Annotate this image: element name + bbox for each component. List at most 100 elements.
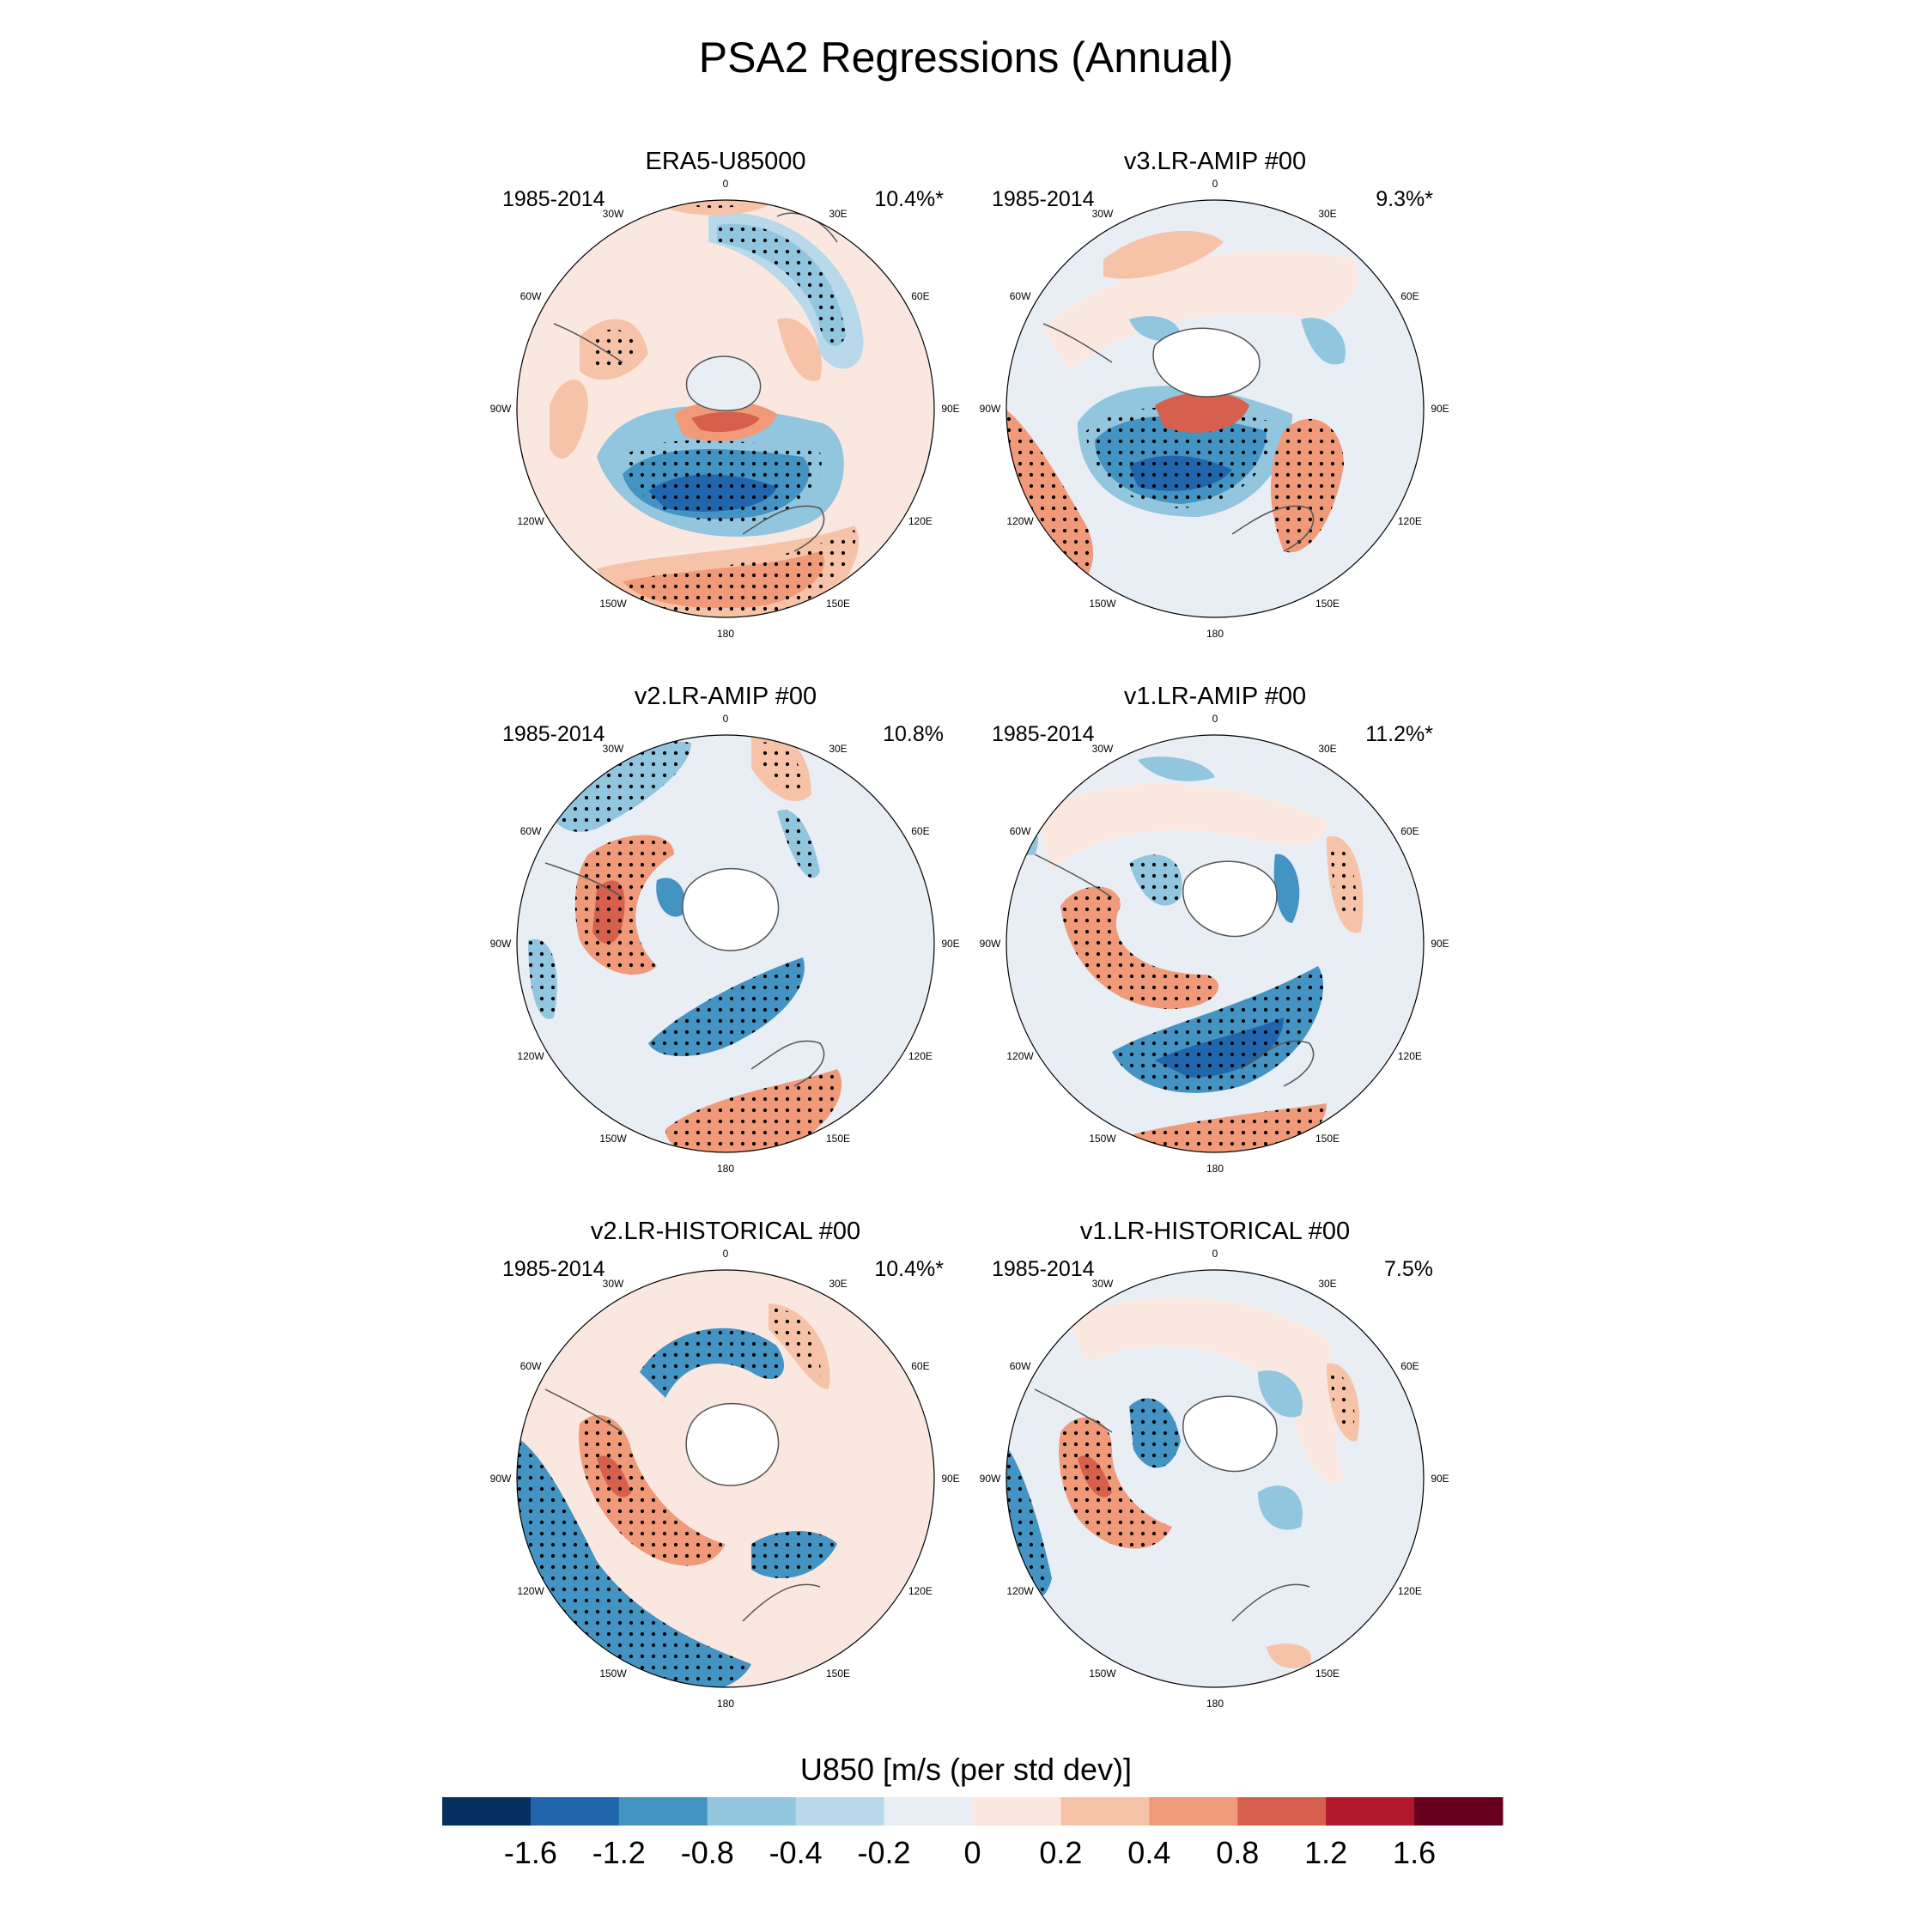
positive-anomaly	[550, 380, 588, 459]
longitude-label: 60W	[520, 290, 542, 302]
map-border	[1005, 1269, 1425, 1688]
map-border	[516, 734, 935, 1153]
antarctica-outline	[1152, 327, 1261, 398]
colorbar-swatch	[442, 1797, 532, 1826]
longitude-label: 30E	[829, 208, 847, 220]
longitude-label: 120E	[1398, 1585, 1422, 1597]
antarctica-outline	[1182, 860, 1278, 938]
significance-stipple	[623, 530, 856, 617]
colorbar-tick-label: 0.2	[1039, 1835, 1082, 1870]
significance-stipple	[517, 1431, 751, 1687]
longitude-label: 150E	[826, 598, 850, 610]
coastline	[1034, 854, 1113, 898]
antarctica-outline	[682, 867, 780, 951]
significance-stipple	[1006, 1431, 1052, 1600]
longitude-label: 150W	[1089, 1133, 1116, 1145]
longitude-label: 60W	[1010, 290, 1031, 302]
longitude-label: 60E	[911, 1360, 929, 1372]
longitude-label: 90W	[490, 1473, 512, 1485]
positive-anomaly	[1103, 230, 1224, 279]
colorbar-swatch	[1237, 1797, 1327, 1826]
colorbar-swatch	[618, 1797, 708, 1826]
polar-map: 0 30E 60E 90E 120E 150E 180 150W 120W 90W 60W 30W	[490, 178, 960, 640]
negative-anomaly	[1258, 1370, 1303, 1418]
longitude-label: 60W	[1010, 1360, 1031, 1372]
longitude-label: 150E	[1315, 598, 1340, 610]
significance-stipple	[648, 957, 805, 1056]
significance-stipple	[1271, 418, 1344, 553]
positive-anomaly	[1035, 783, 1327, 872]
panel-title: v1.LR-AMIP #00	[1123, 683, 1307, 710]
longitude-label: 60W	[520, 825, 542, 837]
longitude-label: 180	[717, 1698, 734, 1710]
longitude-label: 60W	[520, 1360, 542, 1372]
longitude-label: 30W	[1092, 208, 1114, 220]
longitude-label: 0	[1212, 178, 1218, 190]
panel-title: ERA5-U85000	[645, 148, 806, 175]
colorbar-swatch	[972, 1797, 1061, 1826]
longitude-label: 180	[717, 1163, 734, 1175]
longitude-label: 60E	[911, 290, 929, 302]
longitude-label: 180	[1206, 1698, 1224, 1710]
antarctica-outline	[1182, 1395, 1278, 1473]
longitude-label: 90E	[1431, 1473, 1449, 1485]
longitude-label: 30E	[1318, 743, 1336, 755]
longitude-label: 30E	[829, 743, 847, 755]
map-border	[1005, 734, 1425, 1153]
colorbar-tick-label: 1.6	[1393, 1835, 1436, 1870]
colorbar-swatch	[795, 1797, 885, 1826]
longitude-label: 90E	[941, 403, 959, 415]
colorbar-swatch	[530, 1797, 620, 1826]
longitude-label: 120E	[908, 1585, 933, 1597]
positive-anomaly	[1267, 1643, 1311, 1668]
antarctica-outline	[685, 1402, 780, 1486]
colorbar-swatch	[707, 1797, 797, 1826]
colorbar-swatch	[1414, 1797, 1504, 1826]
coastline	[553, 323, 623, 363]
significance-stipple	[1060, 886, 1219, 1009]
longitude-label: 0	[723, 713, 729, 725]
significance-stipple	[623, 440, 822, 522]
significance-stipple	[545, 741, 691, 832]
longitude-label: 30W	[603, 1278, 624, 1290]
significance-stipple	[1331, 845, 1357, 920]
longitude-label: 30E	[1318, 1278, 1336, 1290]
panel-title: v3.LR-AMIP #00	[1123, 148, 1307, 175]
significance-stipple	[1129, 1398, 1181, 1468]
longitude-label: 30W	[603, 208, 624, 220]
positive-anomaly	[1155, 392, 1249, 433]
longitude-label: 150E	[1315, 1133, 1340, 1145]
coastline	[1042, 323, 1113, 363]
longitude-label: 90E	[941, 1473, 959, 1485]
longitude-label: 180	[1206, 628, 1224, 640]
longitude-label: 90E	[1431, 938, 1449, 950]
significance-stipple	[528, 939, 557, 1019]
longitude-label: 120E	[1398, 515, 1422, 527]
longitude-label: 0	[723, 178, 729, 190]
longitude-label: 150E	[826, 1133, 850, 1145]
polar-map: 0 30E 60E 90E 120E 150E 180 150W 120W 90W 60W 30W	[490, 1248, 960, 1710]
significance-stipple	[1059, 1417, 1172, 1549]
field-background	[1006, 735, 1424, 1152]
negative-anomaly	[1301, 318, 1346, 365]
map-border	[516, 199, 935, 618]
panel-percent-variance: 10.4%*	[874, 187, 944, 211]
panel-period: 1985-2014	[992, 1257, 1095, 1281]
colorbar-swatch	[1149, 1797, 1238, 1826]
colorbar-tick-label: 0.8	[1216, 1835, 1259, 1870]
longitude-label: 0	[1212, 1248, 1218, 1260]
coastline	[544, 1388, 623, 1433]
panel-period: 1985-2014	[502, 722, 605, 746]
colorbar-swatch	[1060, 1797, 1150, 1826]
panel-percent-variance: 10.4%*	[874, 1257, 944, 1281]
colorbar-tick-label: 1.2	[1304, 1835, 1347, 1870]
polar-map: 0 30E 60E 90E 120E 150E 180 150W 120W 90W 60W 30W	[490, 713, 960, 1175]
colorbar-tick-label: -0.2	[858, 1835, 911, 1870]
positive-anomaly	[691, 411, 760, 433]
panel-period: 1985-2014	[992, 722, 1095, 746]
significance-stipple	[574, 835, 674, 975]
longitude-label: 60E	[1400, 290, 1419, 302]
map-panel-v1-amip: v1.LR-AMIP #00 1985-2014 11.2%*	[980, 683, 1449, 1198]
colorbar-title: U850 [m/s (per std dev)]	[799, 1752, 1133, 1787]
